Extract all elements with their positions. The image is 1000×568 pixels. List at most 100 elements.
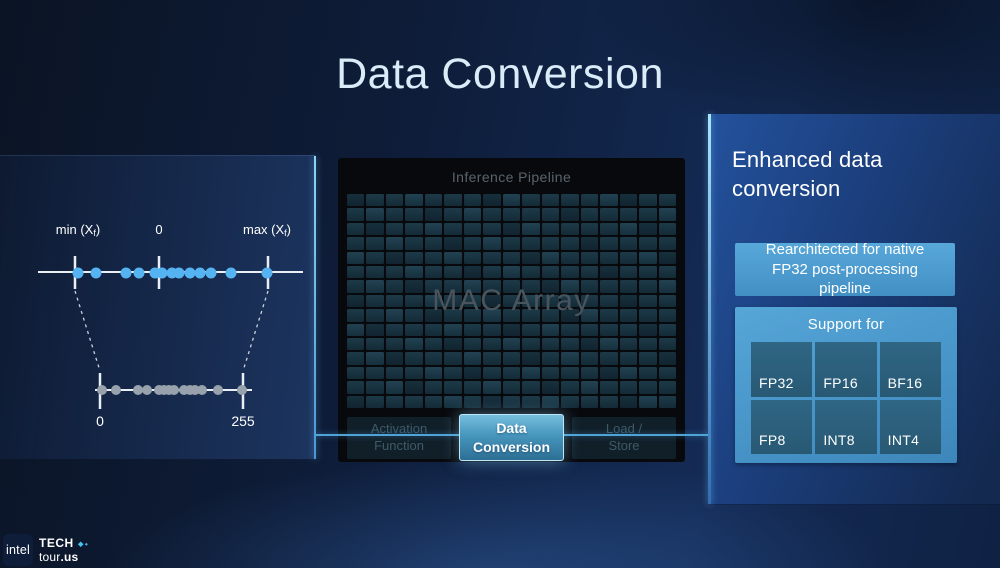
mac-cell: [347, 323, 365, 336]
mac-cell: [347, 352, 365, 365]
mac-cell: [405, 352, 423, 365]
mac-cell: [561, 265, 579, 279]
mac-cell: [561, 309, 579, 322]
support-box: Support for FP32 FP16 BF16 FP8 INT8 INT4: [735, 307, 957, 463]
mac-cell: [639, 323, 657, 336]
quantization-panel: min (Xf) 0 max (Xf) 0 255: [0, 155, 316, 460]
mac-cell: [366, 208, 384, 221]
intel-logo: intel: [3, 534, 33, 566]
mac-cell: [424, 352, 443, 365]
quant-dot: [169, 385, 179, 395]
mac-cell: [405, 366, 423, 380]
quant-dot: [194, 267, 206, 279]
mac-cell: [619, 352, 638, 365]
mac-cell: [639, 294, 657, 308]
mac-cell: [502, 337, 521, 351]
mac-cell: [463, 294, 482, 308]
quant-dot: [213, 385, 223, 395]
mac-cell: [619, 251, 638, 264]
mac-cell: [483, 208, 501, 221]
mac-cell: [502, 280, 521, 293]
mac-cell: [600, 366, 618, 380]
mac-cell: [347, 381, 365, 394]
mac-cell: [347, 294, 365, 308]
axis-label: 0: [96, 413, 104, 429]
mac-cell: [366, 294, 384, 308]
mac-cell: [502, 395, 521, 408]
mac-cell: [347, 309, 365, 322]
mac-cell: [600, 294, 618, 308]
mac-cell: [541, 381, 560, 394]
quant-dot: [261, 267, 273, 279]
mac-cell: [424, 194, 443, 207]
mac-cell: [483, 237, 501, 250]
mac-cell: [541, 222, 560, 236]
mac-cell: [639, 194, 657, 207]
mac-cell: [463, 237, 482, 250]
mac-cell: [424, 208, 443, 221]
mac-cell: [541, 251, 560, 264]
mac-cell: [444, 366, 462, 380]
mac-cell: [600, 395, 618, 408]
mac-cell: [522, 381, 540, 394]
mac-cell: [347, 395, 365, 408]
stage-load-store: Load / Store: [572, 417, 676, 459]
mac-cell: [424, 309, 443, 322]
mac-cell: [522, 251, 540, 264]
mac-cell: [347, 222, 365, 236]
mac-cell: [424, 366, 443, 380]
mac-cell: [385, 366, 404, 380]
mac-cell: [502, 194, 521, 207]
mac-cell: [366, 309, 384, 322]
mac-cell: [502, 222, 521, 236]
mac-cell: [658, 366, 676, 380]
mac-cell: [385, 208, 404, 221]
techtour-line1: TECH: [39, 537, 84, 549]
mac-cell: [385, 222, 404, 236]
mac-cell: [658, 222, 676, 236]
mac-cell: [483, 265, 501, 279]
mac-cell: [658, 337, 676, 351]
mac-cell: [483, 309, 501, 322]
mac-cell: [385, 294, 404, 308]
panel-accent-line: [708, 114, 711, 504]
techtour-spark-icon: [77, 541, 84, 548]
mac-cell: [522, 265, 540, 279]
mac-cell: [424, 337, 443, 351]
techtour-logo: TECH tour.us: [39, 537, 84, 564]
mac-cell: [619, 237, 638, 250]
mac-cell: [424, 251, 443, 264]
stage-activation-function: Activation Function: [347, 417, 451, 459]
mac-cell: [444, 381, 462, 394]
mac-cell: [483, 323, 501, 336]
mac-cell: [405, 194, 423, 207]
mac-cell: [385, 381, 404, 394]
mac-cell: [502, 352, 521, 365]
mac-cell: [405, 208, 423, 221]
quant-dot: [156, 267, 168, 279]
mac-cell: [561, 237, 579, 250]
mac-cell: [639, 251, 657, 264]
mac-cell: [502, 294, 521, 308]
mac-cell: [483, 366, 501, 380]
rearchitected-callout: Rearchitected for native FP32 post-proce…: [735, 241, 955, 297]
axis-label: 0: [155, 222, 162, 237]
mac-cell: [658, 251, 676, 264]
mac-cell: [522, 352, 540, 365]
mac-cell: [483, 395, 501, 408]
mac-cell: [463, 280, 482, 293]
mac-cell: [639, 309, 657, 322]
mac-cell: [366, 265, 384, 279]
mac-cell: [541, 237, 560, 250]
mac-cell: [366, 251, 384, 264]
mac-cell: [366, 381, 384, 394]
axis-label: 255: [231, 413, 255, 429]
mac-cell: [561, 337, 579, 351]
mac-cell: [580, 381, 599, 394]
mac-cell: [561, 381, 579, 394]
mac-cell: [385, 194, 404, 207]
mac-cell: [580, 309, 599, 322]
mac-cell: [385, 265, 404, 279]
mac-cell: [483, 280, 501, 293]
techtour-line2: tour.us: [39, 550, 79, 564]
